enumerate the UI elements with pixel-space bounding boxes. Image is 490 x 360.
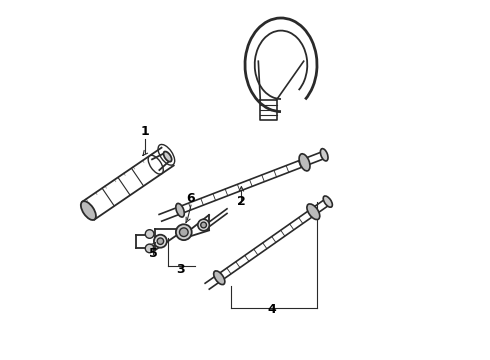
- Ellipse shape: [145, 244, 154, 253]
- Text: 2: 2: [237, 195, 246, 208]
- Ellipse shape: [176, 203, 184, 217]
- Text: 3: 3: [176, 263, 185, 276]
- Ellipse shape: [299, 154, 310, 171]
- Text: 6: 6: [187, 192, 196, 204]
- Ellipse shape: [145, 230, 154, 238]
- Text: 4: 4: [268, 303, 276, 316]
- Text: 1: 1: [141, 125, 149, 138]
- Ellipse shape: [201, 222, 206, 228]
- Ellipse shape: [81, 201, 96, 220]
- Ellipse shape: [179, 228, 188, 237]
- Text: 5: 5: [149, 247, 158, 260]
- Ellipse shape: [214, 271, 225, 285]
- Ellipse shape: [154, 235, 167, 248]
- Ellipse shape: [307, 204, 320, 220]
- Ellipse shape: [157, 238, 164, 244]
- Ellipse shape: [164, 152, 171, 162]
- Ellipse shape: [176, 224, 192, 240]
- Ellipse shape: [323, 196, 332, 207]
- Ellipse shape: [198, 219, 209, 231]
- Ellipse shape: [320, 149, 328, 161]
